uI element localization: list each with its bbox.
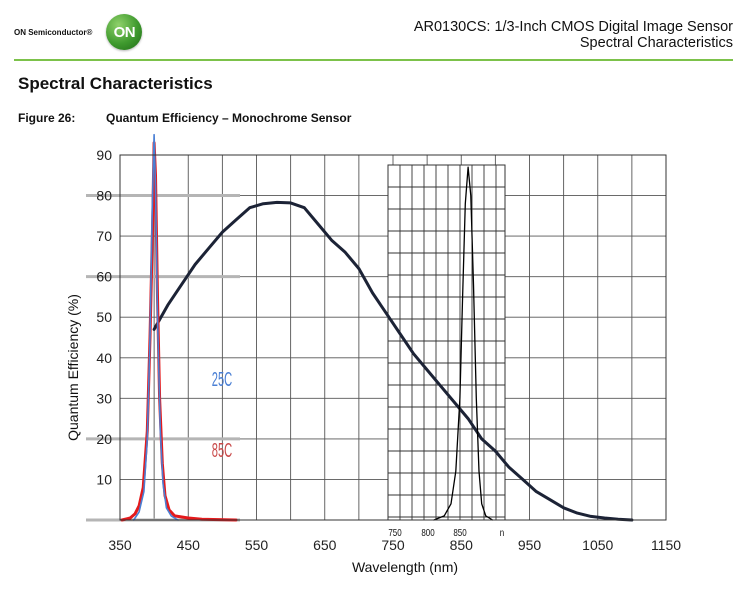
x-tick-label: 850 — [450, 537, 474, 553]
ir-led-spectrum — [433, 166, 494, 521]
y-tick-label: 70 — [96, 228, 112, 244]
chart-curves — [120, 133, 634, 522]
x-axis-label: Wavelength (nm) — [352, 559, 458, 575]
brand-text: ON Semiconductor® — [14, 27, 93, 37]
qe-curve — [152, 200, 634, 522]
x-tick-label: 350 — [108, 537, 132, 553]
axis-ticks: 10 20 30 40 50 60 70 80 90 350 450 550 650 750 850 950 1… — [96, 147, 681, 553]
plot-frame — [119, 154, 667, 521]
x-tick-label: 750 — [381, 537, 405, 553]
y-tick-label: 60 — [96, 269, 112, 285]
section-title: Spectral Characteristics — [18, 74, 213, 93]
x-tick-label: 1050 — [582, 537, 613, 553]
figure-label: Figure 26: — [18, 111, 76, 125]
y-axis-label: Quantum Efficiency (%) — [65, 294, 81, 441]
document-header: AR0130CS: 1/3-Inch CMOS Digital Image Se… — [414, 19, 733, 51]
document-subtitle: Spectral Characteristics — [579, 35, 733, 51]
label-85c: 85C — [212, 438, 232, 462]
y-tick-label: 90 — [96, 147, 112, 163]
x-tick-label: 950 — [518, 537, 542, 553]
led-spectrum-85c — [120, 141, 238, 522]
inset-tick-label: 800 — [421, 527, 434, 538]
led-spectrum-25c — [132, 133, 179, 521]
y-tick-label: 30 — [96, 390, 112, 406]
x-tick-label: 1150 — [651, 537, 681, 553]
brand-logo: ON — [106, 14, 143, 50]
header-brand: ON Semiconductor® ON — [14, 14, 143, 50]
label-25c: 25C — [212, 367, 232, 391]
y-tick-label: 80 — [96, 188, 112, 204]
y-tick-label: 40 — [96, 350, 112, 366]
x-tick-label: 550 — [245, 537, 269, 553]
y-tick-label: 20 — [96, 431, 112, 447]
chart-grid — [86, 154, 666, 522]
inset-tick-label: n — [500, 527, 504, 538]
inset-tick-label: 850 — [453, 527, 466, 538]
x-tick-label: 450 — [177, 537, 201, 553]
y-tick-label: 50 — [96, 309, 112, 325]
inset-tick-label: 750 — [388, 527, 401, 538]
document-title: AR0130CS: 1/3-Inch CMOS Digital Image Se… — [413, 19, 733, 35]
header-divider — [14, 59, 733, 61]
figure-caption: Figure 26: Quantum Efficiency – Monochrom… — [18, 111, 351, 125]
y-tick-label: 10 — [96, 471, 112, 487]
figure-caption-text: Quantum Efficiency – Monochrome Sensor — [106, 111, 352, 125]
x-tick-label: 650 — [313, 537, 337, 553]
